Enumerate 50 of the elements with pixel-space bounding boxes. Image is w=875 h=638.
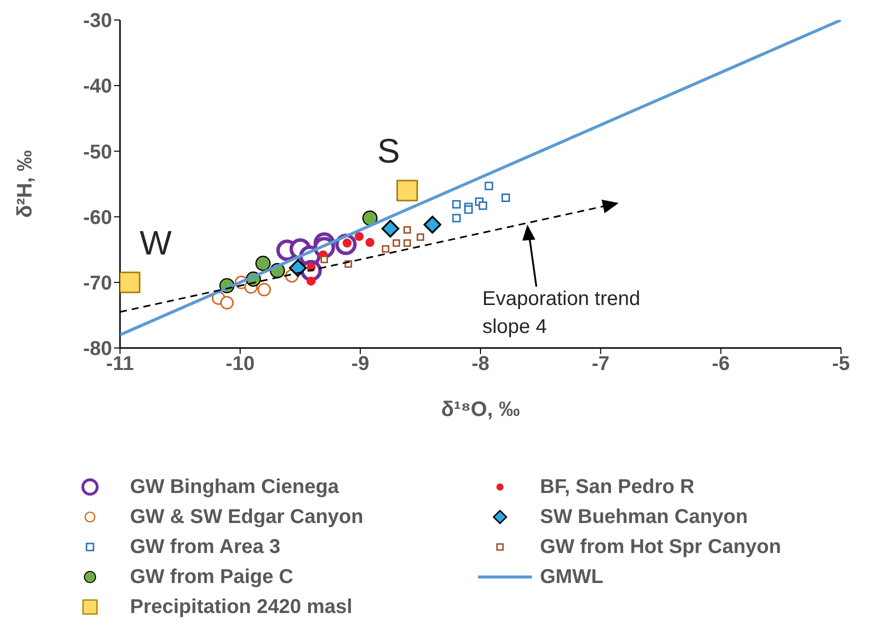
point [120, 272, 140, 294]
y-tick-label: -30 [83, 10, 112, 32]
annotation: W [140, 224, 172, 262]
point [306, 276, 316, 286]
x-tick-label: -8 [472, 353, 490, 376]
point [416, 233, 424, 241]
point [403, 226, 411, 234]
point [381, 220, 400, 238]
point [365, 238, 374, 247]
y-tick-label: -70 [83, 272, 112, 294]
y-tick-label: -40 [83, 76, 112, 98]
point [392, 239, 400, 247]
point [396, 180, 418, 202]
legend-label: GW from Hot Spr Canyon [540, 536, 782, 558]
point [484, 182, 494, 190]
y-axis-title: δ²H, ‰ [13, 150, 36, 218]
x-tick-label: -9 [351, 353, 370, 376]
point [257, 282, 271, 296]
legend-label: GW from Area 3 [130, 536, 280, 558]
point [288, 259, 307, 277]
point [220, 296, 234, 310]
legend-label: GMWL [540, 566, 604, 588]
point [464, 205, 473, 214]
legend-label: GW from Paige C [130, 566, 294, 588]
legend-label: Precipitation 2420 masl [130, 596, 352, 618]
point [255, 256, 271, 271]
point [403, 239, 411, 247]
point [478, 201, 488, 210]
x-tick-label: -6 [712, 353, 730, 376]
annotation: Evaporation trend slope 4 [482, 286, 642, 340]
point [382, 245, 390, 253]
y-tick-label: -80 [83, 338, 112, 360]
x-axis-title: δ¹⁸O, ‰ [441, 398, 520, 421]
point [452, 200, 461, 209]
legend-label: GW Bingham Cienega [130, 476, 339, 498]
y-tick-label: -60 [83, 206, 112, 229]
legend-label: BF, San Pedro R [540, 476, 694, 498]
legend-label: SW Buehman Canyon [540, 506, 748, 528]
point [501, 194, 510, 202]
point [362, 210, 378, 226]
point [354, 232, 364, 241]
x-tick-label: -10 [226, 353, 255, 376]
x-tick-label: -7 [592, 353, 610, 376]
point [452, 214, 461, 222]
point [424, 216, 442, 234]
y-tick-label: -50 [83, 141, 112, 164]
x-tick-label: -5 [832, 353, 850, 376]
legend-label: GW & SW Edgar Canyon [130, 506, 364, 528]
annotation: S [377, 132, 400, 171]
point [320, 256, 328, 264]
